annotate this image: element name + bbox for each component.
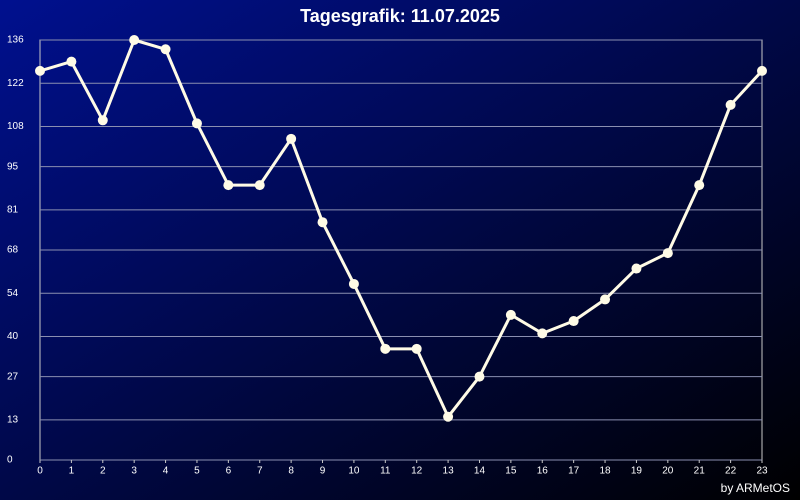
point [694,180,705,191]
x-tick-label: 3 [131,466,137,477]
point [191,118,202,129]
point [443,411,454,422]
y-tick-label: 68 [7,245,19,256]
x-tick-label: 16 [537,466,549,477]
x-tick-label: 8 [288,466,294,477]
point [317,217,328,228]
x-tick-label: 10 [348,466,360,477]
y-tick-label: 0 [7,455,13,466]
point [600,294,611,305]
x-tick-label: 9 [320,466,326,477]
point [537,328,548,339]
x-tick-label: 12 [411,466,423,477]
point [631,263,642,274]
x-tick-label: 14 [474,466,486,477]
x-tick-label: 4 [163,466,169,477]
point [286,133,297,144]
point [160,44,171,55]
y-tick-label: 136 [7,35,24,46]
point [66,56,77,67]
point [505,309,516,320]
y-tick-label: 122 [7,78,24,89]
point [411,343,422,354]
x-tick-label: 6 [226,466,232,477]
x-tick-label: 13 [443,466,455,477]
point [474,371,485,382]
point [97,115,108,126]
point [223,180,234,191]
x-tick-label: 17 [568,466,580,477]
point [35,65,45,76]
x-tick-label: 2 [100,466,106,477]
x-tick-label: 21 [694,466,706,477]
point [725,99,736,110]
series-line [39,38,764,419]
x-tick-label: 22 [725,466,737,477]
x-tick-label: 15 [505,466,517,477]
x-tick-label: 20 [662,466,674,477]
x-tick-label: 19 [631,466,643,477]
point [348,278,359,289]
point [757,65,767,76]
y-tick-label: 54 [7,288,19,299]
x-tick-label: 0 [37,466,43,477]
x-tick-label: 5 [194,466,200,477]
y-tick-label: 108 [7,121,24,132]
y-tick-label: 40 [7,331,19,342]
point [662,248,673,259]
x-tick-label: 1 [69,466,75,477]
x-tick-label: 11 [380,466,391,477]
y-tick-label: 81 [7,204,19,215]
point [254,180,265,191]
credit: by ARMetOS [721,481,790,495]
x-tick-label: 7 [257,466,263,477]
point [380,343,391,354]
y-tick-label: 13 [7,414,19,425]
x-tick-label: 23 [756,466,768,477]
x-tick-label: 18 [599,466,611,477]
chart-title: Tagesgrafik: 11.07.2025 [300,6,500,26]
point [568,316,579,327]
point [129,35,140,45]
y-tick-label: 27 [7,371,19,382]
y-tick-label: 95 [7,161,19,172]
